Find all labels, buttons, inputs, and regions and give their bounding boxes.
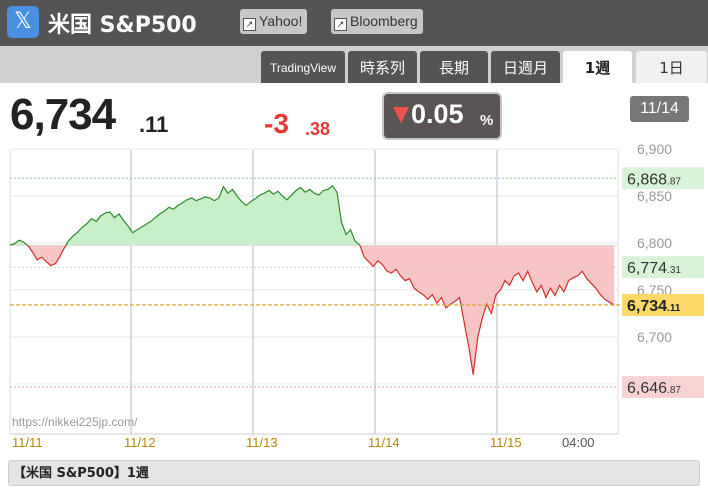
current-price: 6,734 — [10, 90, 116, 139]
page-title: 米国 S&P500 — [48, 13, 197, 38]
external-link-icon: ↗ — [243, 18, 256, 31]
watermark: https://nikkei225jp.com/ — [12, 415, 138, 429]
top-bar: 𝕏 米国 S&P500 ↗ Yahoo! ↗ Bloomberg — [0, 0, 708, 46]
external-link-icon: ↗ — [334, 18, 347, 31]
tab-day-week-month[interactable]: 日週月 — [491, 51, 560, 83]
last-value-label-bg — [622, 293, 704, 316]
y-tick-label: 6,900 — [637, 141, 672, 157]
price-line-down — [10, 245, 615, 375]
tab-1day[interactable]: 1日 — [636, 51, 707, 83]
tab-1week[interactable]: 1週 — [563, 51, 632, 83]
bloomberg-link-label: Bloomberg — [350, 13, 418, 29]
percent-change-value: 0.05 — [411, 99, 464, 129]
x-logo-icon[interactable]: 𝕏 — [7, 6, 39, 38]
tab-longterm[interactable]: 長期 — [420, 51, 488, 83]
x-tick-label: 11/14 — [368, 435, 400, 450]
x-tick-label: 11/12 — [124, 435, 156, 450]
price-line-up — [9, 184, 361, 246]
down-arrow-icon — [393, 107, 409, 123]
high-value-label-bg — [622, 167, 704, 190]
yahoo-link-label: Yahoo! — [259, 13, 303, 29]
x-tick-label: 11/13 — [246, 435, 278, 450]
percent-sign: % — [480, 112, 494, 129]
low-value-label-bg — [622, 375, 704, 398]
bloomberg-link[interactable]: ↗ Bloomberg — [331, 9, 423, 34]
yahoo-link[interactable]: ↗ Yahoo! — [240, 9, 308, 34]
x-tick-label: 11/15 — [490, 435, 522, 450]
tab-timeseries[interactable]: 時系列 — [348, 51, 417, 83]
price-change: -3 — [264, 108, 289, 139]
high-value-label: 6,868.87 — [627, 171, 681, 188]
tab-tradingview[interactable]: TradingView — [261, 51, 345, 83]
last-value-label: 6,734.11 — [627, 298, 681, 315]
prev-value-label-bg — [622, 256, 704, 279]
current-price-decimal: .11 — [139, 112, 169, 137]
gain-area — [10, 185, 360, 246]
y-tick-label: 6,800 — [637, 235, 672, 251]
loss-area — [10, 245, 614, 375]
date-badge: 11/14 — [630, 96, 689, 122]
y-tick-label: 6,850 — [637, 188, 672, 204]
percent-change-badge: 0.05 % — [384, 94, 500, 138]
x-tick-label: 04:00 — [562, 435, 595, 450]
low-value-label: 6,646.87 — [627, 380, 681, 397]
chart-footer-label: 【米国 S&P500】1週 — [8, 460, 700, 486]
price-change-decimal: .38 — [305, 119, 331, 139]
x-tick-label: 11/11 — [12, 435, 43, 450]
y-tick-label: 6,700 — [637, 329, 672, 345]
prev-value-label: 6,774.31 — [627, 260, 681, 277]
